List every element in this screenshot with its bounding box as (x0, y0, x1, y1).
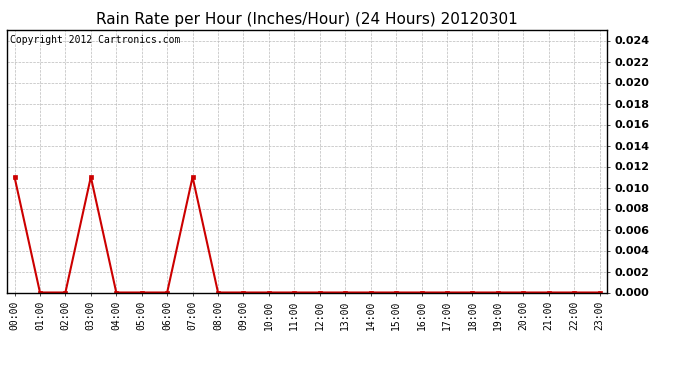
Text: Copyright 2012 Cartronics.com: Copyright 2012 Cartronics.com (10, 35, 180, 45)
Title: Rain Rate per Hour (Inches/Hour) (24 Hours) 20120301: Rain Rate per Hour (Inches/Hour) (24 Hou… (96, 12, 518, 27)
